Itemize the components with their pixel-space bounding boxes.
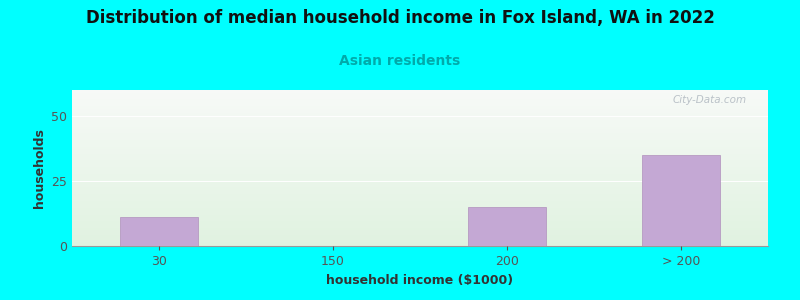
Bar [468, 207, 546, 246]
Bar [120, 218, 198, 246]
X-axis label: household income ($1000): household income ($1000) [326, 274, 514, 286]
Bar [642, 155, 720, 246]
Text: City-Data.com: City-Data.com [673, 95, 747, 105]
Text: Asian residents: Asian residents [339, 54, 461, 68]
Text: Distribution of median household income in Fox Island, WA in 2022: Distribution of median household income … [86, 9, 714, 27]
Y-axis label: households: households [33, 128, 46, 208]
